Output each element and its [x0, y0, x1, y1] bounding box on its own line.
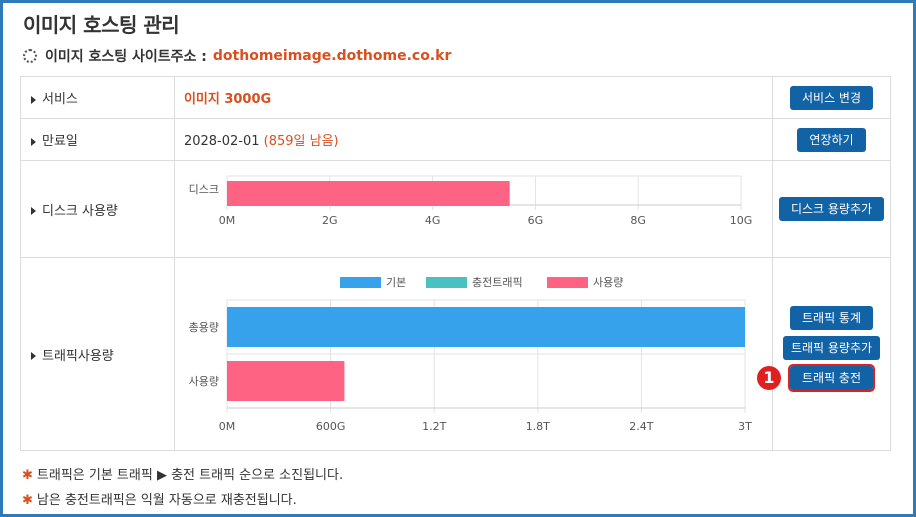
footnote-text: 남은 충전트래픽은 익월 자동으로 재충전됩니다.: [36, 493, 297, 508]
y-category-label: 디스크: [189, 183, 219, 196]
legend-label: 사용량: [593, 276, 623, 289]
x-tick-label: 4G: [425, 214, 441, 227]
service-label-cell: 서비스: [20, 76, 175, 119]
page-title: 이미지 호스팅 관리: [23, 13, 180, 37]
service-label: 서비스: [42, 92, 78, 107]
x-tick-label: 1.8T: [526, 420, 550, 433]
x-tick-label: 6G: [528, 214, 544, 227]
disk-chart-cell: 0M 2G 4G 6G 8G 10G 디스크: [173, 160, 774, 258]
loading-spinner-icon: [23, 49, 37, 63]
disk-row: 디스크 사용량 0M 2G 4G 6G 8G 10G 디스크 디스크 용량추가: [20, 160, 891, 258]
site-address-label: 이미지 호스팅 사이트주소 :: [45, 49, 207, 65]
y-category-label: 사용량: [189, 375, 219, 388]
charge-traffic-button[interactable]: 트래픽 충전: [787, 364, 876, 392]
footnote-text: 트래픽은 기본 트래픽 ▶ 충전 트래픽 순으로 소진됩니다.: [36, 468, 344, 483]
traffic-row: 트래픽사용량 기본 충전트래픽 사용량 0M 600G 1.2T 1.8T 2.4T 3T 총용량…: [20, 257, 891, 451]
legend-label: 충전트래픽: [472, 276, 523, 289]
site-address-url[interactable]: dothomeimage.dothome.co.kr: [212, 48, 452, 64]
legend-swatch: [425, 277, 467, 288]
triangle-right-icon: [31, 137, 36, 146]
footnote-item: ✱ 남은 충전트래픽은 익월 자동으로 재충전됩니다.: [22, 488, 343, 513]
disk-label-cell: 디스크 사용량: [20, 160, 175, 258]
add-disk-button[interactable]: 디스크 용량추가: [778, 197, 885, 221]
legend-label: 기본: [386, 276, 406, 289]
x-tick-label: 3T: [738, 420, 752, 433]
triangle-right-icon: [31, 352, 36, 360]
x-tick-label: 2.4T: [629, 420, 653, 433]
expiry-label-cell: 만료일: [20, 118, 175, 161]
disk-usage-chart: 0M 2G 4G 6G 8G 10G 디스크: [189, 175, 753, 227]
service-row: 서비스 이미지 3000G 서비스 변경: [20, 76, 891, 119]
x-tick-label: 1.2T: [422, 420, 446, 433]
add-traffic-button[interactable]: 트래픽 용량추가: [782, 336, 881, 360]
expiry-label: 만료일: [42, 134, 78, 149]
asterisk-icon: ✱: [22, 493, 33, 508]
service-action-cell: 서비스 변경: [772, 76, 891, 119]
x-tick-label: 10G: [730, 214, 753, 227]
expiry-row: 만료일 2028-02-01 (859일 남음) 연장하기: [20, 118, 891, 161]
asterisk-icon: ✱: [22, 468, 33, 483]
traffic-label: 트래픽사용량: [42, 348, 114, 364]
triangle-right-icon: [31, 95, 36, 104]
expiry-action-cell: 연장하기: [772, 118, 891, 161]
footnotes: ✱ 트래픽은 기본 트래픽 ▶ 충전 트래픽 순으로 소진됩니다. ✱ 남은 충전트…: [22, 463, 343, 513]
expiry-value-cell: 2028-02-01 (859일 남음): [173, 118, 774, 161]
traffic-stats-button[interactable]: 트래픽 통계: [790, 306, 874, 330]
y-category-label: 총용량: [189, 321, 219, 334]
x-tick-label: 0M: [219, 420, 236, 433]
service-value: 이미지 3000G: [183, 92, 272, 107]
legend-swatch: [339, 277, 381, 288]
traffic-chart-cell: 기본 충전트래픽 사용량 0M 600G 1.2T 1.8T 2.4T 3T 총용량 사용량: [173, 257, 774, 451]
step-callout-badge: 1: [757, 366, 781, 390]
site-address-row: 이미지 호스팅 사이트주소 : dothomeimage.dothome.co.…: [23, 46, 451, 66]
x-tick-label: 2G: [322, 214, 338, 227]
disk-label: 디스크 사용량: [42, 203, 118, 219]
traffic-action-cell: 트래픽 통계 트래픽 용량추가 트래픽 충전: [772, 257, 891, 451]
hosting-info-table: 서비스 이미지 3000G 서비스 변경 만료일 2028-02-01 (859…: [20, 76, 891, 451]
disk-bar: [226, 181, 510, 206]
change-service-button[interactable]: 서비스 변경: [790, 85, 874, 110]
disk-action-cell: 디스크 용량추가: [772, 160, 891, 258]
expiry-remaining: (859일 남음): [263, 134, 339, 149]
x-tick-label: 0M: [219, 214, 236, 227]
traffic-bar: [226, 307, 745, 347]
footnote-item: ✱ 트래픽은 기본 트래픽 ▶ 충전 트래픽 순으로 소진됩니다.: [22, 463, 343, 488]
traffic-label-cell: 트래픽사용량: [20, 257, 175, 451]
triangle-right-icon: [31, 207, 36, 215]
expiry-date: 2028-02-01: [183, 134, 260, 149]
traffic-bar: [226, 361, 345, 401]
x-tick-label: 8G: [630, 214, 646, 227]
extend-button[interactable]: 연장하기: [797, 127, 866, 152]
service-value-cell: 이미지 3000G: [173, 76, 774, 119]
legend-swatch: [546, 277, 588, 288]
x-tick-label: 600G: [316, 420, 346, 433]
